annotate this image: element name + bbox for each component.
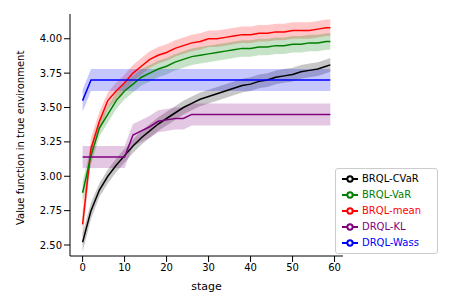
html-text:BRQL-VaR: BRQL-VaR [362,189,412,200]
html-text:BRQL-CVaR: BRQL-CVaR [362,173,419,184]
svg-text:2.50: 2.50 [40,240,62,251]
html-text:DRQL-Wass: DRQL-Wass [362,237,419,248]
html-text:BRQL-mean: BRQL-mean [362,205,421,216]
svg-text:40: 40 [244,262,257,273]
svg-text:2.75: 2.75 [40,205,62,216]
svg-text:3.75: 3.75 [40,68,62,79]
html-text:DRQL-KL: DRQL-KL [362,221,406,232]
svg-text:0: 0 [79,262,85,273]
svg-text:20: 20 [160,262,173,273]
svg-text:60: 60 [328,262,341,273]
svg-text:30: 30 [202,262,215,273]
svg-text:50: 50 [286,262,299,273]
svg-text:4.00: 4.00 [40,33,62,44]
svg-text:3.25: 3.25 [40,136,62,147]
svg-text:Value function in true environ: Value function in true environment [15,51,26,225]
svg-text:3.00: 3.00 [40,171,62,182]
svg-text:3.50: 3.50 [40,102,62,113]
svg-text:stage: stage [191,280,222,293]
svg-text:10: 10 [118,262,131,273]
